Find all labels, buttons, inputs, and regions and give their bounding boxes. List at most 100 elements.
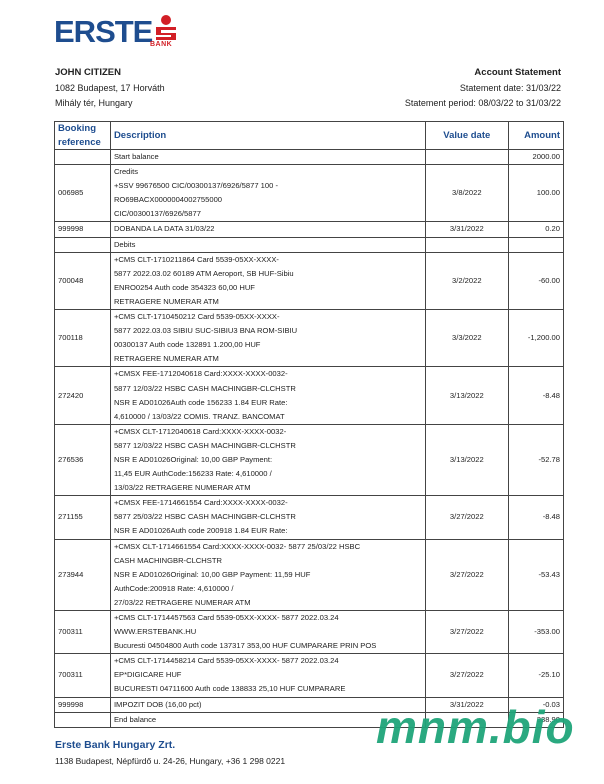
column-header: Description bbox=[109, 121, 426, 150]
value-date: 3/31/2022 bbox=[424, 221, 510, 238]
value-date: 3/13/2022 bbox=[424, 366, 510, 425]
transactions-table: Booking reference Description Value date Am… bbox=[54, 121, 564, 728]
booking-reference: 271155 bbox=[54, 495, 111, 540]
amount: 0.20 bbox=[508, 221, 564, 238]
table-row: 999998 DOBANDA LA DATA 31/03/22 3/31/2022 0… bbox=[54, 221, 564, 238]
header-row: Booking reference Description Value date Am… bbox=[54, 121, 564, 150]
table-body: Start balance 2000.00 006985 Credits +SSV 99… bbox=[54, 148, 564, 728]
description-line: NSR E AD01026Auth code 156233 1.84 EUR R… bbox=[113, 397, 288, 407]
description-line: BUCURESTI 04711600 Auth code 138833 25,1… bbox=[113, 684, 346, 694]
description: +CMSX FEE-1714661554 Card:XXXX-XXXX-0032… bbox=[109, 495, 426, 540]
description-line: CIC/00300137/6926/5877 bbox=[113, 209, 201, 219]
watermark: mnm.bio bbox=[376, 701, 575, 753]
description-line: +CMSX CLT-1714661554 Card:XXXX-XXXX-0032… bbox=[113, 541, 361, 551]
description-line: 4,610000 / 13/03/22 COMIS. TRANZ. BANCOM… bbox=[113, 411, 285, 421]
description: Debits bbox=[109, 236, 426, 253]
description: End balance bbox=[109, 711, 426, 728]
booking-reference: 273944 bbox=[54, 538, 111, 612]
description-line: +CMSX FEE-1714661554 Card:XXXX-XXXX-0032… bbox=[113, 498, 288, 508]
value-date: 3/27/2022 bbox=[424, 653, 510, 698]
table-row: 271155 +CMSX FEE-1714661554 Card:XXXX-XXX… bbox=[54, 495, 564, 540]
description-line: 5877 2022.03.03 SIBIU SUC-SIBIU3 BNA ROM… bbox=[113, 326, 298, 336]
customer-address: Mihály tér, Hungary bbox=[55, 98, 133, 108]
description-line: Debits bbox=[113, 239, 136, 249]
description-line: EP*DIGICARE HUF bbox=[113, 670, 182, 680]
booking-reference: 700311 bbox=[54, 653, 111, 698]
amount: -52.78 bbox=[508, 423, 564, 497]
table-row: 276536 +CMSX CLT-1712040618 Card:XXXX-XXX… bbox=[54, 423, 564, 497]
description-line: DOBANDA LA DATA 31/03/22 bbox=[113, 224, 215, 234]
description: Start balance bbox=[109, 148, 426, 166]
description-line: NSR E AD01026Original: 10,00 GBP Payment… bbox=[113, 569, 311, 579]
description-line: 5877 2022.03.02 60189 ATM Aeroport, SB H… bbox=[113, 268, 294, 278]
description-line: RETRAGERE NUMERAR ATM bbox=[113, 296, 219, 306]
table-row: Debits bbox=[54, 236, 564, 253]
amount: -8.48 bbox=[508, 366, 564, 425]
description: +CMSX FEE-1712040618 Card:XXXX-XXXX-0032… bbox=[109, 366, 426, 425]
value-date: 3/31/2022 bbox=[424, 696, 510, 713]
description-line: NSR E AD01026Auth code 200918 1.84 EUR R… bbox=[113, 526, 288, 536]
description: +CMS CLT-1710211864 Card 5539-05XX-XXXX-… bbox=[109, 251, 426, 311]
footer-company: Erste Bank Hungary Zrt. bbox=[55, 739, 176, 751]
table-row: 700311 +CMS CLT-1714457563 Card 5539-05XX… bbox=[54, 609, 564, 655]
description-line: CASH MACHINGBR-CLCHSTR bbox=[113, 555, 222, 565]
table-row: 272420 +CMSX FEE-1712040618 Card:XXXX-XXX… bbox=[54, 366, 564, 425]
footer-address: 1138 Budapest, Népfürdő u. 24-26, Hungar… bbox=[55, 756, 286, 766]
description-line: +CMS CLT-1710450212 Card 5539-05XX-XXXX- bbox=[113, 312, 280, 322]
booking-reference: 999998 bbox=[54, 221, 111, 238]
description: +CMS CLT-1714458214 Card 5539-05XX-XXXX-… bbox=[109, 653, 426, 698]
description: +CMS CLT-1714457563 Card 5539-05XX-XXXX-… bbox=[109, 609, 426, 655]
description-line: End balance bbox=[113, 714, 157, 724]
logo-symbol bbox=[156, 15, 176, 40]
description: +CMSX CLT-1712040618 Card:XXXX-XXXX-0032… bbox=[109, 423, 426, 497]
description-line: AuthCode:200918 Rate: 4,610000 / bbox=[113, 583, 234, 593]
table-row: End balance 338.90 bbox=[54, 711, 564, 728]
description: DOBANDA LA DATA 31/03/22 bbox=[109, 221, 426, 238]
description-line: RO69BACX0000004002755000 bbox=[113, 195, 223, 205]
amount: -353.00 bbox=[508, 609, 564, 655]
amount bbox=[508, 236, 564, 253]
statement-title: Account Statement bbox=[474, 67, 561, 78]
table-row: Start balance 2000.00 bbox=[54, 148, 564, 166]
description-line: RETRAGERE NUMERAR ATM bbox=[113, 354, 219, 364]
customer-name: JOHN CITIZEN bbox=[55, 67, 121, 78]
description-line: +SSV 99676500 CIC/00300137/6926/5877 100… bbox=[113, 181, 278, 191]
column-header: Booking reference bbox=[54, 121, 111, 150]
booking-reference bbox=[54, 148, 111, 166]
value-date: 3/27/2022 bbox=[424, 609, 510, 655]
amount: -1,200.00 bbox=[508, 309, 564, 368]
table-row: 700118 +CMS CLT-1710450212 Card 5539-05XX… bbox=[54, 309, 564, 368]
description-line: ENRO0254 Auth code 354323 60,00 HUF bbox=[113, 282, 255, 292]
table-row: 006985 Credits +SSV 99676500 CIC/00300137/… bbox=[54, 164, 564, 223]
booking-reference bbox=[54, 236, 111, 253]
description-line: +CMSX CLT-1712040618 Card:XXXX-XXXX-0032… bbox=[113, 426, 287, 436]
description-line: 5877 12/03/22 HSBC CASH MACHINGBR-CLCHST… bbox=[113, 440, 296, 450]
amount: -60.00 bbox=[508, 251, 564, 311]
value-date bbox=[424, 148, 510, 166]
value-date: 3/27/2022 bbox=[424, 538, 510, 612]
value-date: 3/3/2022 bbox=[424, 309, 510, 368]
description-line: +CMS CLT-1714457563 Card 5539-05XX-XXXX-… bbox=[113, 613, 339, 622]
customer-address: 1082 Budapest, 17 Horváth bbox=[55, 83, 165, 93]
amount: -53.43 bbox=[508, 538, 564, 612]
description-line: +CMSX FEE-1712040618 Card:XXXX-XXXX-0032… bbox=[113, 369, 288, 379]
amount: 338.90 bbox=[508, 711, 564, 728]
table-row: 700048 +CMS CLT-1710211864 Card 5539-05XX… bbox=[54, 251, 564, 311]
description-line: 5877 25/03/22 HSBC CASH MACHINGBR-CLCHST… bbox=[113, 512, 296, 522]
description-line: WWW.ERSTEBANK.HU bbox=[113, 627, 197, 637]
booking-reference: 272420 bbox=[54, 366, 111, 425]
description-line: 5877 12/03/22 HSBC CASH MACHINGBR-CLCHST… bbox=[113, 383, 296, 393]
description: +CMS CLT-1710450212 Card 5539-05XX-XXXX-… bbox=[109, 309, 426, 368]
logo-sub: BANK bbox=[150, 41, 173, 48]
value-date bbox=[424, 236, 510, 253]
statement-period: Statement period: 08/03/22 to 31/03/22 bbox=[404, 98, 561, 108]
booking-reference: 999998 bbox=[54, 696, 111, 713]
table-row: 999998 IMPOZIT DOB (16,00 pct) 3/31/2022 -0… bbox=[54, 696, 564, 713]
booking-reference bbox=[54, 711, 111, 728]
value-date: 3/27/2022 bbox=[424, 495, 510, 540]
booking-reference: 276536 bbox=[54, 423, 111, 497]
description-line: Credits bbox=[113, 167, 138, 177]
table-row: 700311 +CMS CLT-1714458214 Card 5539-05XX… bbox=[54, 653, 564, 698]
